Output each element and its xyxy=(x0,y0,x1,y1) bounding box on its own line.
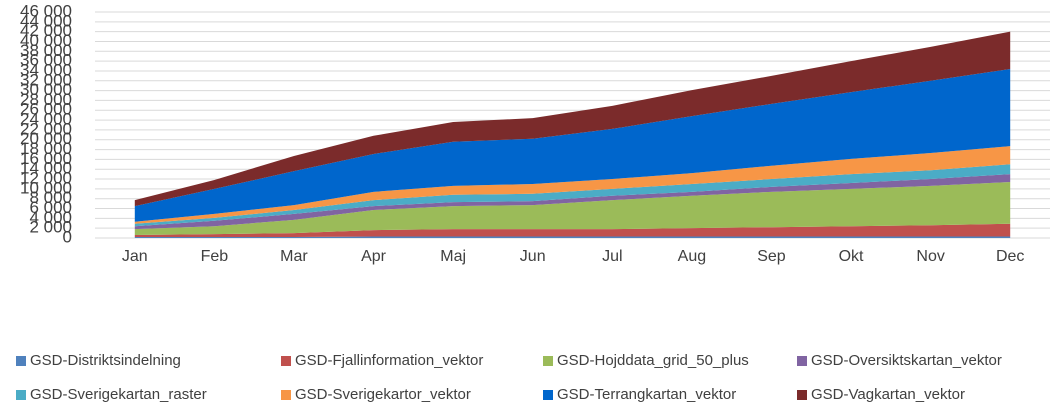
y-tick-label: 36 000 xyxy=(20,51,72,70)
y-tick-label: 40 000 xyxy=(20,31,72,50)
legend-label: GSD-Terrangkartan_vektor xyxy=(557,386,736,403)
x-tick-label: Jan xyxy=(122,248,148,265)
y-tick-label: 6 000 xyxy=(29,198,72,217)
y-tick-label: 30 000 xyxy=(20,80,72,99)
legend-swatch xyxy=(543,356,553,366)
legend-label: GSD-Hojddata_grid_50_plus xyxy=(557,352,749,369)
y-tick-label: 32 000 xyxy=(20,70,72,89)
y-tick-label: 4 000 xyxy=(29,208,72,227)
y-tick-label: 8 000 xyxy=(29,188,72,207)
y-tick-label: 2 000 xyxy=(29,218,72,237)
legend-swatch xyxy=(16,390,26,400)
legend-label: GSD-Distriktsindelning xyxy=(30,352,181,369)
y-tick-label: 38 000 xyxy=(20,41,72,60)
y-tick-label: 12 000 xyxy=(20,169,72,188)
area xyxy=(134,68,1011,222)
y-tick-label: 10 000 xyxy=(20,178,72,197)
y-tick-label: 24 000 xyxy=(20,110,72,129)
x-tick-label: Maj xyxy=(440,248,466,265)
y-tick-label: 14 000 xyxy=(20,159,72,178)
legend-swatch xyxy=(281,356,291,366)
legend-swatch xyxy=(281,390,291,400)
area xyxy=(134,223,1011,238)
y-tick-label: 20 000 xyxy=(20,129,72,148)
y-tick-label: 44 000 xyxy=(20,11,72,30)
legend-label: GSD-Fjallinformation_vektor xyxy=(295,352,483,369)
y-tick-label: 28 000 xyxy=(20,90,72,109)
legend-label: GSD-Sverigekartan_raster xyxy=(30,386,207,403)
area xyxy=(134,174,1011,230)
x-tick-label: Nov xyxy=(916,248,944,265)
x-tick-label: Jul xyxy=(602,248,622,265)
y-tick-label: 42 000 xyxy=(20,21,72,40)
x-tick-label: Apr xyxy=(361,248,387,265)
x-tick-label: Dec xyxy=(996,248,1024,265)
x-tick-label: Mar xyxy=(280,248,308,265)
y-tick-label: 16 000 xyxy=(20,149,72,168)
area xyxy=(134,164,1011,227)
y-tick-label: 18 000 xyxy=(20,139,72,158)
y-tick-label: 46 000 xyxy=(20,1,72,20)
legend-label: GSD-Vagkartan_vektor xyxy=(811,386,965,403)
legend-label: GSD-Oversiktskartan_vektor xyxy=(811,352,1002,369)
y-tick-label: 34 000 xyxy=(20,60,72,79)
legend-swatch xyxy=(16,356,26,366)
x-tick-label: Feb xyxy=(201,248,229,265)
area xyxy=(134,181,1011,236)
area xyxy=(134,31,1011,207)
x-tick-label: Aug xyxy=(678,248,706,265)
area xyxy=(134,236,1011,238)
legend-swatch xyxy=(797,356,807,366)
y-tick-label: 26 000 xyxy=(20,100,72,119)
y-tick-label: 22 000 xyxy=(20,119,72,138)
legend-swatch xyxy=(797,390,807,400)
x-tick-label: Okt xyxy=(839,248,864,265)
legend-label: GSD-Sverigekartor_vektor xyxy=(295,386,471,403)
y-tick-label: 0 xyxy=(63,227,72,246)
x-tick-label: Sep xyxy=(757,248,786,265)
x-tick-label: Jun xyxy=(520,248,546,265)
legend-swatch xyxy=(543,390,553,400)
area xyxy=(134,146,1011,224)
